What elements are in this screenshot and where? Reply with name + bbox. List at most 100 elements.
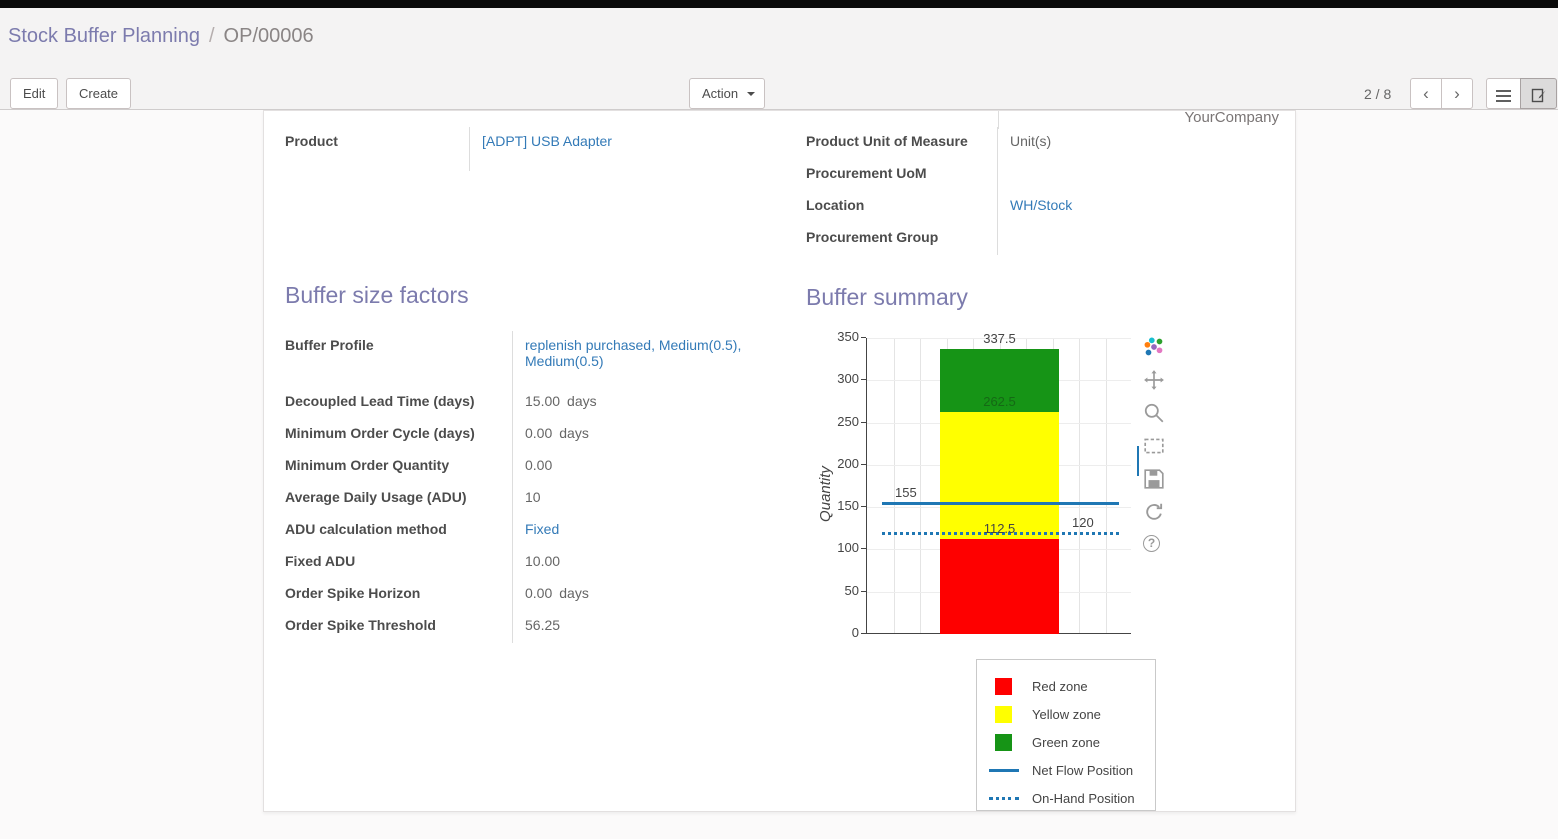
- chart-annotation-120: 120: [1072, 514, 1094, 530]
- factor-row-spike-threshold: Order Spike Threshold 56.25: [285, 611, 775, 643]
- y-tick-label: 200: [837, 455, 859, 471]
- company-name: YourCompany: [1184, 110, 1279, 126]
- factor-row-fixed-adu: Fixed ADU 10.00: [285, 547, 775, 579]
- field-value: Unit(s): [1010, 133, 1052, 149]
- y-tick-label: 150: [837, 498, 859, 514]
- y-tick-label: 100: [837, 540, 859, 556]
- y-tick-label: 250: [837, 413, 859, 429]
- buffer-profile-link[interactable]: replenish purchased, Medium(0.5), Medium…: [525, 337, 742, 369]
- field-value: 0.00: [525, 457, 553, 473]
- field-suffix: days: [559, 585, 589, 601]
- breadcrumb-parent-link[interactable]: Stock Buffer Planning: [8, 25, 200, 47]
- download-icon[interactable]: [1143, 468, 1165, 490]
- field-label: Location: [806, 191, 998, 223]
- field-suffix: days: [567, 393, 597, 409]
- edit-button-label: Edit: [23, 86, 46, 101]
- chart-legend: Red zone Yellow zone Green zone Net Flow Po…: [976, 659, 1156, 811]
- section-title-buffer-summary: Buffer summary: [806, 284, 968, 310]
- field-label: Order Spike Threshold: [285, 611, 513, 643]
- chart-annotation-337-5: 337.5: [983, 330, 1016, 346]
- y-tick-mark: [861, 463, 866, 465]
- list-view-icon: [1496, 90, 1511, 102]
- create-button[interactable]: Create: [66, 78, 132, 109]
- field-suffix: days: [559, 425, 589, 441]
- plot-area: 337.5 262.5 155 112.5 120: [866, 331, 1131, 634]
- zoom-icon[interactable]: [1143, 402, 1165, 424]
- field-value: 10.00: [525, 553, 561, 569]
- box-select-icon[interactable]: [1143, 435, 1165, 457]
- factor-row-adu-method: ADU calculation method Fixed: [285, 515, 775, 547]
- chevron-right-icon: ›: [1454, 83, 1460, 103]
- factor-row-adu: Average Daily Usage (ADU) 10: [285, 483, 775, 515]
- legend-label: Green zone: [1032, 734, 1100, 750]
- factor-row-buffer-profile: Buffer Profile replenish purchased, Medi…: [285, 331, 775, 387]
- pager-next-button[interactable]: ›: [1441, 78, 1473, 109]
- y-tick-mark: [861, 590, 866, 592]
- view-switcher-form-button-active[interactable]: [1520, 78, 1557, 109]
- pager-previous-button[interactable]: ‹: [1410, 78, 1442, 109]
- form-view-icon: [1531, 88, 1547, 106]
- top-nav-bar: [0, 0, 1558, 8]
- field-group-right: Product Unit of Measure Unit(s) Procurem…: [806, 127, 1288, 255]
- field-row-location: Location WH/Stock: [806, 191, 1288, 223]
- form-sheet: YourCompany Product [ADPT] USB Adapter P…: [263, 110, 1296, 812]
- action-dropdown-button[interactable]: Action: [689, 78, 766, 109]
- field-value: [998, 223, 1010, 255]
- field-label: Decoupled Lead Time (days): [285, 387, 513, 419]
- legend-item-green-zone[interactable]: Green zone: [989, 728, 1155, 756]
- legend-color-swatch: [989, 677, 1019, 695]
- view-switcher-list-button[interactable]: [1486, 78, 1521, 109]
- factor-row-moc: Minimum Order Cycle (days) 0.00 days: [285, 419, 775, 451]
- field-label: Average Daily Usage (ADU): [285, 483, 513, 515]
- field-label: Product Unit of Measure: [806, 127, 998, 159]
- y-tick-mark: [861, 548, 866, 550]
- field-label: Procurement UoM: [806, 159, 998, 191]
- legend-label: Net Flow Position: [1032, 762, 1134, 778]
- chart-annotation-112-5: 112.5: [983, 520, 1016, 536]
- pager-value[interactable]: 2 / 8: [1364, 86, 1392, 102]
- reset-axes-icon[interactable]: [1143, 501, 1165, 523]
- y-tick-mark: [861, 421, 866, 423]
- zone-red-zone: [940, 538, 1059, 634]
- pan-icon[interactable]: [1143, 369, 1165, 391]
- location-link[interactable]: WH/Stock: [1010, 197, 1073, 213]
- edit-button[interactable]: Edit: [10, 78, 59, 109]
- field-row-procurement-uom: Procurement UoM: [806, 159, 1288, 191]
- create-button-label: Create: [79, 86, 119, 101]
- breadcrumb-separator: /: [208, 25, 215, 47]
- legend-line-swatch: [989, 768, 1019, 772]
- line-on-hand-position: [882, 531, 1119, 535]
- legend-item-yellow-zone[interactable]: Yellow zone: [989, 700, 1155, 728]
- legend-item-on-hand-position[interactable]: On-Hand Position: [989, 784, 1155, 811]
- field-label: Fixed ADU: [285, 547, 513, 579]
- help-icon[interactable]: ?: [1143, 534, 1165, 556]
- field-row-product: Product [ADPT] USB Adapter: [285, 127, 747, 171]
- legend-item-net-flow-position[interactable]: Net Flow Position: [989, 756, 1155, 784]
- buffer-chart: Quantity 337.5 262.5 155 112.5 120 0 50 100 150 2…: [811, 326, 1183, 661]
- zone-green-zone: [940, 348, 1059, 412]
- buffer-chart-plot: 337.5 262.5 155 112.5 120 0 50 100 150 200 250 300 3…: [811, 326, 1183, 661]
- breadcrumb: Stock Buffer Planning / OP/00006: [8, 22, 314, 50]
- y-tick-label: 350: [837, 329, 859, 344]
- y-tick-label: 50: [844, 582, 859, 598]
- adu-method-link[interactable]: Fixed: [525, 521, 560, 537]
- legend-item-red-zone[interactable]: Red zone: [989, 672, 1155, 700]
- y-tick-mark: [861, 379, 866, 381]
- plotly-logo-icon[interactable]: [1143, 336, 1165, 358]
- field-label: Buffer Profile: [285, 331, 513, 387]
- legend-label: Red zone: [1032, 678, 1088, 694]
- field-label: ADU calculation method: [285, 515, 513, 547]
- chevron-left-icon: ‹: [1423, 83, 1429, 103]
- y-tick-mark: [861, 506, 866, 508]
- field-value: 10: [525, 489, 541, 505]
- field-label: Order Spike Horizon: [285, 579, 513, 611]
- product-link[interactable]: [ADPT] USB Adapter: [482, 133, 612, 149]
- field-label: Minimum Order Quantity: [285, 451, 513, 483]
- field-row-procurement-group: Procurement Group: [806, 223, 1288, 255]
- gridline-vertical: [1105, 338, 1107, 633]
- field-value: 0.00: [525, 585, 553, 601]
- gridline-vertical: [893, 338, 895, 633]
- field-label: Product: [285, 127, 470, 171]
- field-label: Procurement Group: [806, 223, 998, 255]
- factor-row-dlt: Decoupled Lead Time (days) 15.00 days: [285, 387, 775, 419]
